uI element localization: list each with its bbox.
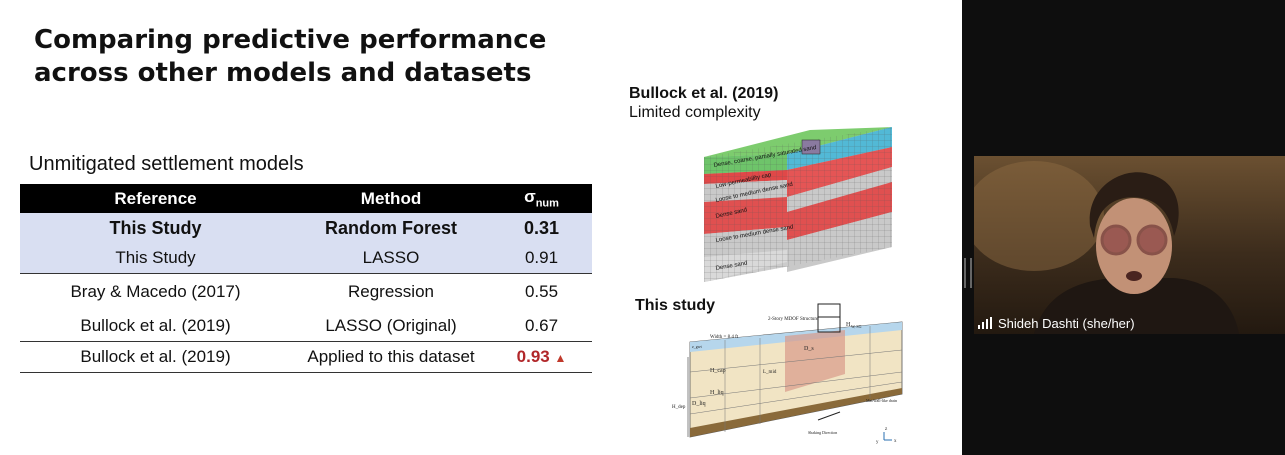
hsub-label: W, SG — [851, 324, 862, 330]
reference-cell: This Study — [20, 213, 291, 243]
figure2-caption: This study — [635, 297, 716, 314]
axis-z-label: z — [885, 427, 888, 432]
table-subheading: Unmitigated settlement models — [29, 153, 304, 175]
ds-label: D_s — [804, 346, 814, 352]
table-row: Bullock et al. (2019) LASSO (Original) 0… — [20, 310, 592, 342]
participant-video-tile[interactable]: Shideh Dashti (she/her) — [974, 156, 1285, 334]
layer-label: Dense sand — [715, 260, 748, 271]
axis-y-label: y — [876, 440, 879, 445]
value-cell: 0.91 — [491, 243, 592, 274]
model-comparison-table: Reference Method σnum This Study Random … — [20, 184, 592, 373]
figure1-caption-bold: Bullock et al. (2019) — [629, 85, 779, 102]
participant-name-bar: Shideh Dashti (she/her) — [974, 312, 1141, 334]
header-method: Method — [291, 184, 491, 213]
increased-value: 0.93 — [516, 347, 550, 366]
table-row: This Study Random Forest 0.31 — [20, 213, 592, 243]
hcap-label: H_cap — [710, 368, 726, 374]
value-cell: 0.67 — [524, 315, 559, 335]
zgwt-label: z_gwt — [692, 344, 703, 349]
hdep-label: H_dep — [672, 405, 686, 410]
slide-title: Comparing predictive performance across … — [34, 25, 547, 88]
axis-x-label: x — [894, 439, 897, 444]
figure1-caption: Bullock et al. (2019) Limited complexity — [629, 84, 778, 122]
table-row: This Study LASSO 0.91 — [20, 243, 592, 274]
structure-label: 2-Story MDOF Structure — [768, 317, 819, 322]
shaking-label: Shaking Direction — [808, 430, 837, 435]
drain-label: Mat/wall-like drain — [866, 398, 897, 403]
hstruct-label: H — [846, 322, 851, 328]
participant-name: Shideh Dashti (she/her) — [998, 315, 1135, 331]
lmid-label: L_mid — [763, 370, 777, 375]
triangle-up-icon: ▲ — [554, 351, 567, 365]
centrifuge-model-figure: 2-Story MDOF Structure Width = 8.4 ft H … — [672, 303, 903, 445]
reference-cell: Bray & Macedo (2017) — [20, 273, 291, 310]
table-row: Bray & Macedo (2017) Regression 0.55 — [20, 273, 592, 310]
dliq-label: D_liq — [692, 401, 706, 407]
value-cell: 0.93 ▲ — [491, 341, 592, 373]
signal-bars-icon — [978, 317, 992, 329]
figure1-caption-text: Limited complexity — [629, 104, 761, 121]
panel-resize-handle[interactable] — [964, 258, 972, 288]
presentation-slide: Comparing predictive performance across … — [0, 0, 962, 455]
soil-model-3d-figure: Dense, coarse, partially saturated sand … — [704, 127, 892, 282]
participant-video-image — [974, 161, 1239, 334]
method-cell: Applied to this dataset — [291, 341, 491, 373]
width-label: Width = 8.4 ft — [710, 335, 739, 340]
method-cell: LASSO — [291, 243, 491, 274]
sigma-subscript: num — [535, 197, 559, 210]
method-cell: Random Forest — [291, 213, 491, 243]
method-cell: LASSO (Original) — [325, 315, 457, 335]
sigma-symbol: σ — [524, 187, 536, 207]
reference-cell: This Study — [20, 243, 291, 274]
method-cell: Regression — [291, 273, 491, 310]
hliq-label: H_liq — [710, 390, 724, 396]
header-sigma: σnum — [491, 184, 592, 213]
reference-cell: Bullock et al. (2019) — [80, 315, 231, 335]
value-cell: 0.31 — [491, 213, 592, 243]
table-row: Bullock et al. (2019) Applied to this da… — [20, 341, 592, 373]
value-cell: 0.55 — [491, 273, 592, 310]
table-header-row: Reference Method σnum — [20, 184, 592, 213]
reference-cell: Bullock et al. (2019) — [20, 341, 291, 373]
header-reference: Reference — [20, 184, 291, 213]
